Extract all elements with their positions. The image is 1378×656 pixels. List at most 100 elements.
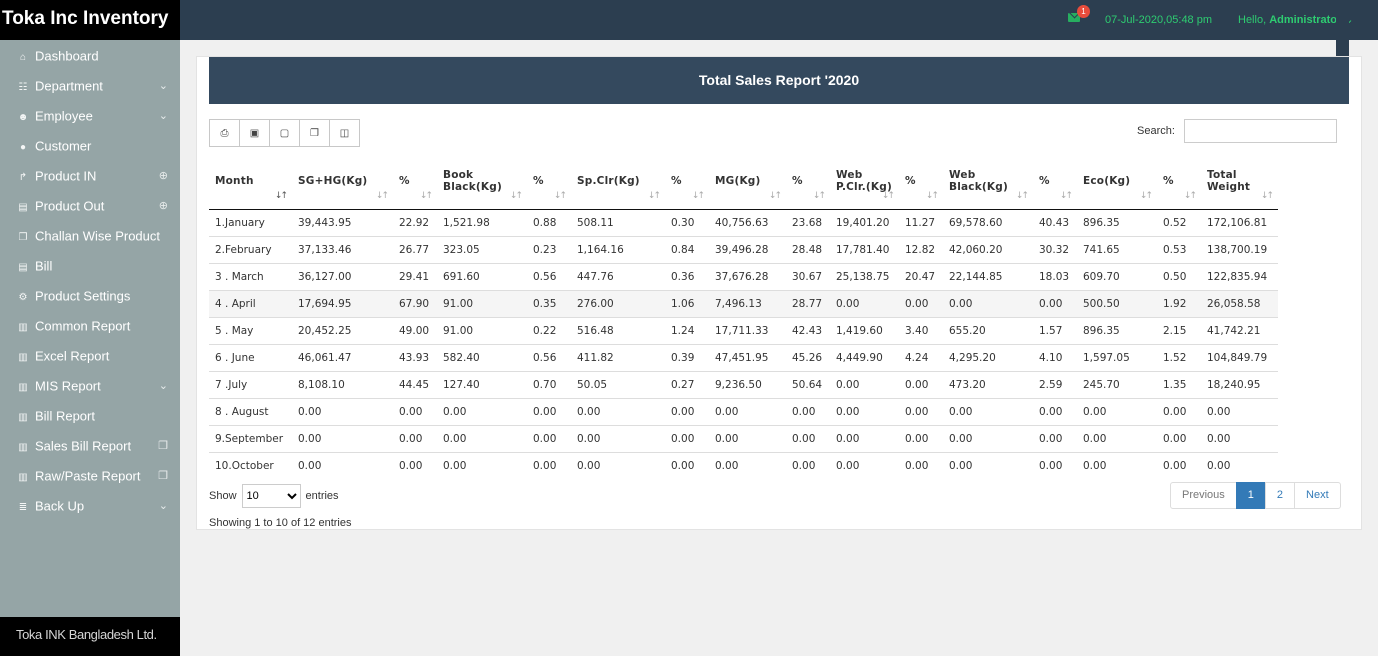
sidebar-item-excel-report[interactable]: ▥ Excel Report	[0, 341, 180, 371]
table-cell: 39,443.95	[292, 208, 393, 236]
column-header[interactable]: Eco(Kg) ↓↑	[1077, 154, 1157, 210]
next-page-button[interactable]: Next	[1294, 482, 1341, 509]
column-header[interactable]: Total Weight ↓↑	[1201, 154, 1278, 210]
column-header[interactable]: % ↓↑	[1033, 154, 1077, 210]
pdf-icon: ▢	[279, 127, 290, 139]
copy-button[interactable]: ❐	[299, 119, 330, 147]
sort-icon: ↓↑	[768, 190, 782, 201]
column-header[interactable]: Web P.Clr.(Kg) ↓↑	[830, 154, 899, 210]
table-cell: 0.00	[830, 397, 899, 425]
table-row: 6 . June 46,061.47 43.93 582.40 0.56 411.82 0.…	[209, 343, 1278, 371]
table-cell: 4 . April	[209, 289, 292, 317]
column-header[interactable]: Month ↓↑	[209, 154, 292, 210]
table-cell: 411.82	[571, 343, 665, 371]
table-cell: 50.64	[786, 370, 830, 398]
table-cell: 0.00	[943, 397, 1033, 425]
page-2-button[interactable]: 2	[1264, 482, 1296, 509]
sidebar-item-label: Bill	[35, 258, 53, 274]
sidebar-item-back-up[interactable]: ≣ Back Up ⌄	[0, 491, 180, 521]
sidebar-item-employee[interactable]: ☻ Employee ⌄	[0, 101, 180, 131]
page-length: Show 10 entries	[209, 484, 339, 508]
table-cell: 43.93	[393, 343, 437, 371]
table-cell: 0.00	[709, 397, 786, 425]
table-cell: 7 .July	[209, 370, 292, 398]
sidebar-item-label: Common Report	[35, 318, 131, 334]
table-cell: 42.43	[786, 316, 830, 344]
sidebar-item-product-in[interactable]: ↱ Product IN ⊕	[0, 161, 180, 191]
column-header-label: %	[905, 175, 916, 188]
column-header[interactable]: % ↓↑	[527, 154, 571, 210]
table-cell: 0.56	[527, 262, 571, 290]
table-cell: 49.00	[393, 316, 437, 344]
sidebar-item-sales-bill-report[interactable]: ▥ Sales Bill Report ❐	[0, 431, 180, 461]
column-header[interactable]: Sp.Clr(Kg) ↓↑	[571, 154, 665, 210]
column-header[interactable]: Web Black(Kg) ↓↑	[943, 154, 1033, 210]
sidebar-item-customer[interactable]: ● Customer	[0, 131, 180, 161]
column-header[interactable]: % ↓↑	[1157, 154, 1201, 210]
previous-page-button[interactable]: Previous	[1170, 482, 1237, 509]
search-input[interactable]	[1184, 119, 1337, 143]
sidebar-item-label: Challan Wise Product	[35, 228, 160, 244]
columns-icon: ◫	[339, 127, 350, 139]
column-header-label: Month	[215, 175, 254, 188]
sidebar-item-common-report[interactable]: ▥ Common Report	[0, 311, 180, 341]
table-row: 8 . August 0.00 0.00 0.00 0.00 0.00 0.00 0.00 0.…	[209, 397, 1278, 425]
table-cell: 4,295.20	[943, 343, 1033, 371]
table-cell: 1.52	[1157, 343, 1201, 371]
table-cell: 19,401.20	[830, 208, 899, 236]
column-header[interactable]: % ↓↑	[665, 154, 709, 210]
column-header-label: %	[671, 175, 682, 188]
table-cell: 9,236.50	[709, 370, 786, 398]
column-header[interactable]: % ↓↑	[393, 154, 437, 210]
excel-button[interactable]: ▣	[239, 119, 270, 147]
table-cell: 0.00	[830, 424, 899, 452]
column-header[interactable]: Book Black(Kg) ↓↑	[437, 154, 527, 210]
table-cell: 896.35	[1077, 316, 1157, 344]
copy-icon: ❐	[158, 440, 168, 452]
table-cell: 0.36	[665, 262, 709, 290]
table-cell: 0.00	[943, 451, 1033, 479]
sidebar-item-bill-report[interactable]: ▥ Bill Report	[0, 401, 180, 431]
sidebar-item-department[interactable]: ☷ Department ⌄	[0, 71, 180, 101]
page-1-button[interactable]: 1	[1235, 482, 1266, 509]
page-length-select[interactable]: 10	[241, 484, 301, 508]
sidebar-item-mis-report[interactable]: ▥ MIS Report ⌄	[0, 371, 180, 401]
table-cell: 0.00	[943, 424, 1033, 452]
column-header[interactable]: % ↓↑	[786, 154, 830, 210]
column-header[interactable]: SG+HG(Kg) ↓↑	[292, 154, 393, 210]
copy-icon: ❐	[310, 127, 319, 139]
sort-icon: ↓↑	[691, 190, 705, 201]
sidebar-item-challan-wise-product[interactable]: ❐ Challan Wise Product	[0, 221, 180, 251]
table-cell: 91.00	[437, 316, 527, 344]
column-header[interactable]: % ↓↑	[899, 154, 943, 210]
table-cell: 655.20	[943, 316, 1033, 344]
table-cell: 18,240.95	[1201, 370, 1278, 398]
sidebar-item-product-settings[interactable]: ⚙ Product Settings	[0, 281, 180, 311]
home-icon: ⌂	[19, 52, 27, 63]
chevron-down-icon: ⌄	[158, 110, 168, 122]
columns-button[interactable]: ◫	[329, 119, 360, 147]
table-cell: 0.88	[527, 208, 571, 236]
table-cell: 0.00	[571, 424, 665, 452]
envelope-icon[interactable]	[1068, 13, 1080, 22]
table-cell: 0.00	[1077, 424, 1157, 452]
table-cell: 5 . May	[209, 316, 292, 344]
sidebar-item-raw-paste-report[interactable]: ▥ Raw/Paste Report ❐	[0, 461, 180, 491]
table-row: 7 .July 8,108.10 44.45 127.40 0.70 50.05 0.27 9…	[209, 370, 1278, 398]
table-cell: 0.00	[786, 451, 830, 479]
column-header[interactable]: MG(Kg) ↓↑	[709, 154, 786, 210]
table-cell: 473.20	[943, 370, 1033, 398]
sidebar-item-dashboard[interactable]: ⌂ Dashboard	[0, 41, 180, 71]
table-cell: 0.00	[1033, 424, 1077, 452]
sidebar-item-product-out[interactable]: ▤ Product Out ⊕	[0, 191, 180, 221]
search-label: Search:	[1137, 125, 1175, 137]
table-cell: 4.24	[899, 343, 943, 371]
sidebar-item-label: Customer	[35, 138, 92, 154]
plus-circle-icon: ⊕	[158, 170, 168, 182]
sidebar-item-bill[interactable]: ▤ Bill	[0, 251, 180, 281]
table-cell: 0.00	[1201, 424, 1278, 452]
table-cell: 0.23	[527, 235, 571, 263]
table-cell: 1.35	[1157, 370, 1201, 398]
print-button[interactable]: ⎙	[209, 119, 240, 147]
pdf-button[interactable]: ▢	[269, 119, 300, 147]
